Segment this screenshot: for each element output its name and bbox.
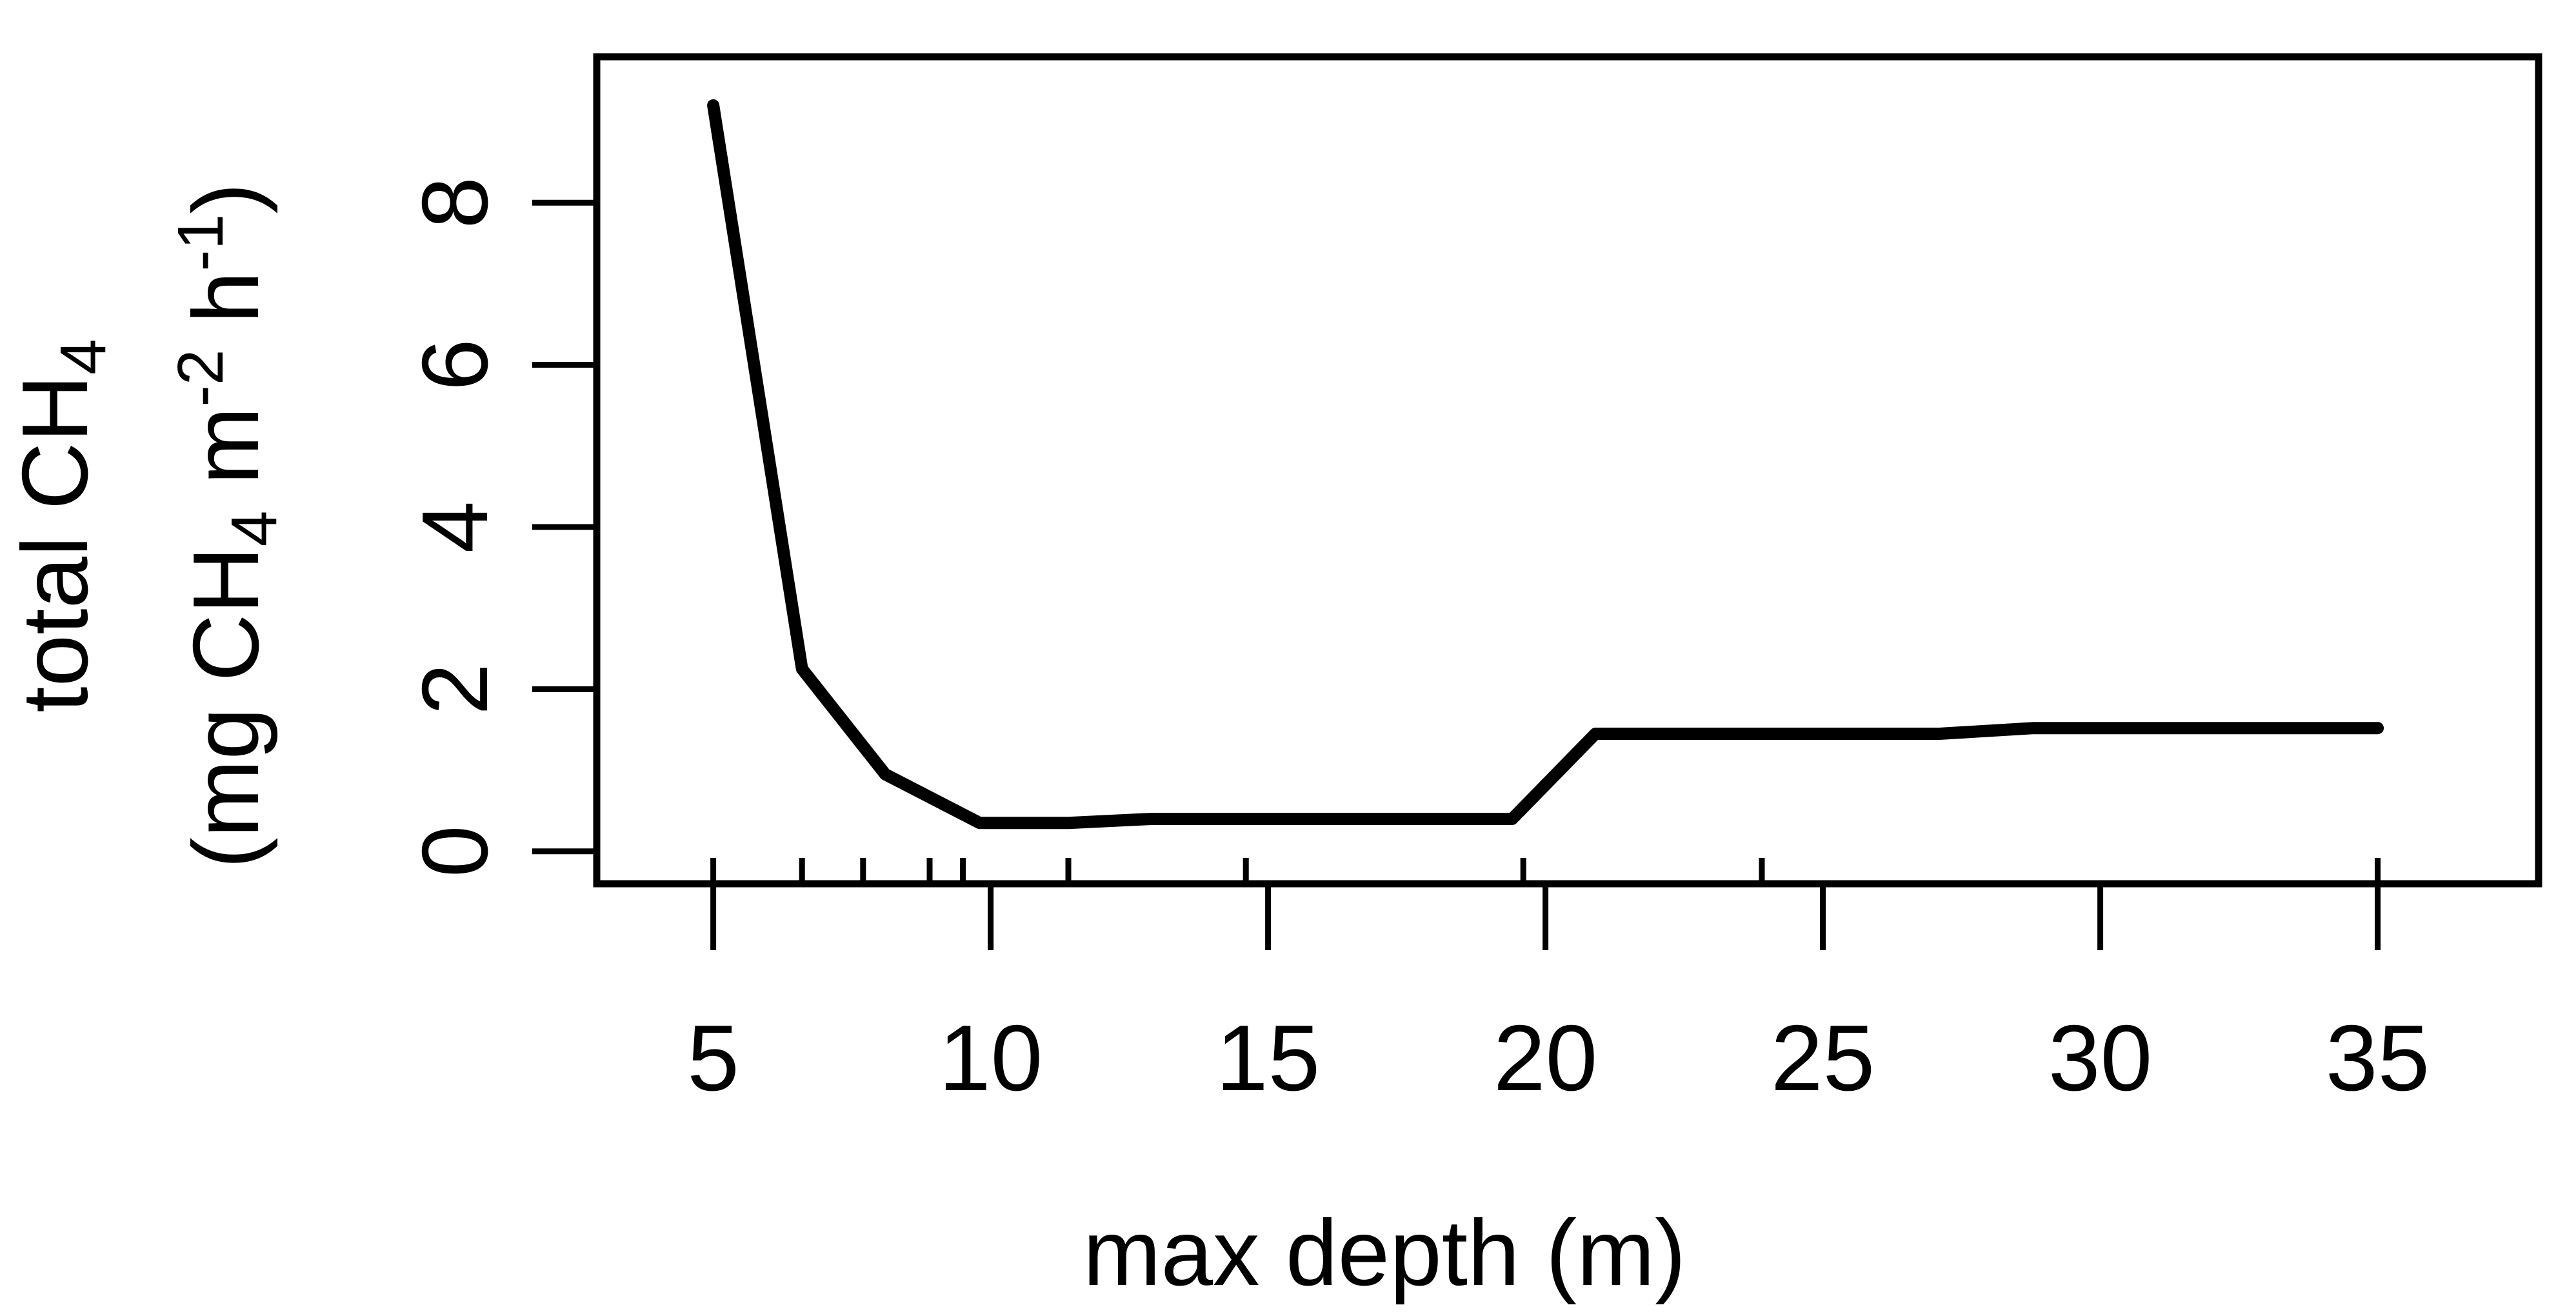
x-tick-label: 20 [1493, 1006, 1597, 1110]
y-axis-label-line2-sup2: -1 [165, 214, 237, 272]
y-axis-ticks: 0 2 4 6 8 [403, 177, 597, 877]
x-tick-label: 35 [2326, 1006, 2430, 1110]
plot-frame [593, 53, 2542, 888]
y-axis-label-line2: (mg CH4 m-2 h-1) [165, 183, 290, 868]
x-tick-label: 10 [939, 1006, 1043, 1110]
x-tick-label: 30 [2048, 1006, 2152, 1110]
y-tick-label: 4 [403, 501, 507, 553]
y-axis-label: total CH4 (mg CH4 m-2 h-1) [3, 183, 290, 868]
y-axis-label-line2-a: (mg CH [174, 546, 278, 868]
y-axis-label-line2-sup1: -2 [165, 350, 237, 407]
y-axis-label-line1-main: total CH [3, 375, 107, 713]
x-axis-label: max depth (m) [1083, 1200, 1686, 1305]
y-axis-label-line2-c: h [174, 272, 278, 350]
y-tick-label: 6 [403, 339, 507, 391]
x-tick-label: 5 [687, 1006, 739, 1110]
y-axis-label-line2-sub: 4 [218, 511, 290, 547]
x-axis-ticks: 5 10 15 20 25 30 35 [687, 884, 2430, 1110]
y-tick-label: 0 [403, 825, 507, 877]
y-tick-label: 8 [403, 177, 507, 229]
y-axis-label-line2-b: m [174, 406, 278, 510]
y-axis-label-line1: total CH4 [3, 339, 119, 712]
y-tick-label: 2 [403, 663, 507, 715]
y-axis-label-line2-d: ) [174, 183, 278, 214]
y-axis-label-line1-sub: 4 [47, 339, 119, 375]
x-tick-label: 15 [1216, 1006, 1320, 1110]
x-tick-label: 25 [1771, 1006, 1875, 1110]
rug-marks [710, 858, 2381, 884]
series-layer [707, 99, 2384, 830]
series-line-1 [707, 99, 2384, 830]
